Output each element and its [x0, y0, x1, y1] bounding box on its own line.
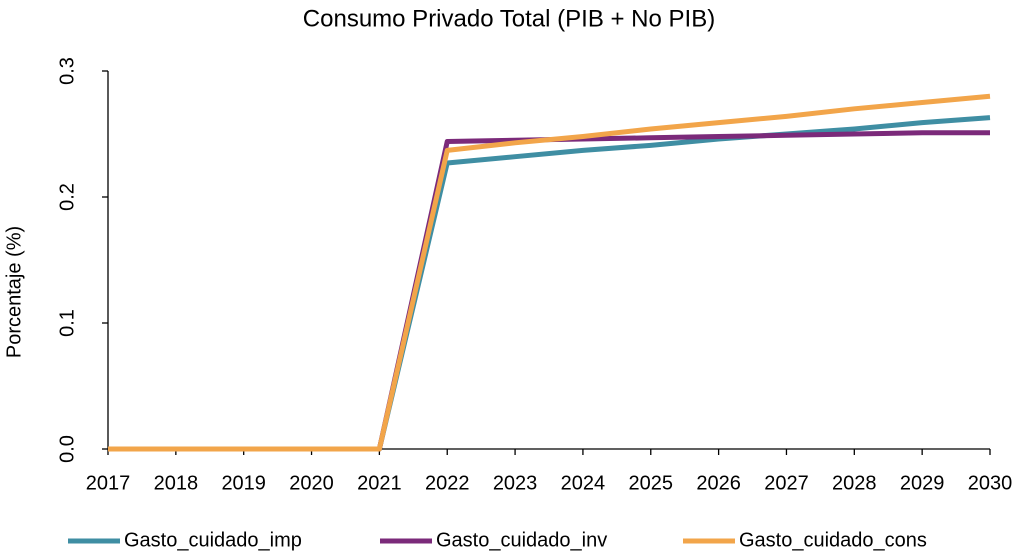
series-line	[108, 130, 990, 452]
series-line	[108, 115, 991, 452]
x-tick-label: 2018	[154, 472, 199, 494]
x-tick-label: 2021	[357, 472, 402, 494]
x-tick-label: 2019	[221, 472, 266, 494]
y-tick-label: 0.0	[56, 435, 78, 463]
legend-label: Gasto_cuidado_imp	[124, 529, 302, 551]
x-tick-label: 2028	[832, 472, 877, 494]
legend-label: Gasto_cuidado_cons	[739, 529, 927, 551]
x-tick-label: 2027	[764, 472, 809, 494]
x-tick-label: 2023	[493, 472, 538, 494]
chart-title: Consumo Privado Total (PIB + No PIB)	[303, 5, 715, 32]
x-tick-label: 2026	[696, 472, 741, 494]
x-tick-label: 2024	[561, 472, 606, 494]
x-tick-label: 2030	[968, 472, 1013, 494]
x-tick-label: 2029	[900, 472, 945, 494]
legend-label: Gasto_cuidado_inv	[436, 529, 607, 551]
y-axis-title: Porcentaje (%)	[3, 226, 25, 358]
y-tick-label: 0.2	[56, 183, 78, 211]
x-tick-label: 2017	[86, 472, 131, 494]
x-tick-label: 2022	[425, 472, 470, 494]
series-line	[108, 93, 991, 452]
x-tick-label: 2025	[629, 472, 674, 494]
y-tick-label: 0.3	[56, 57, 78, 85]
y-tick-label: 0.1	[56, 309, 78, 337]
x-tick-label: 2020	[289, 472, 334, 494]
